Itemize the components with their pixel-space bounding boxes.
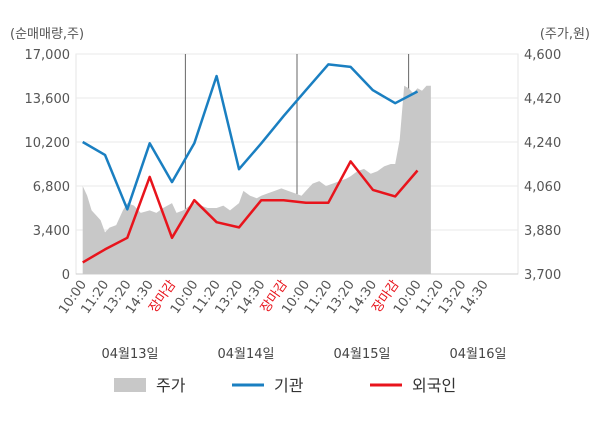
right-axis-unit: (주가,원) [540,27,590,42]
date-label: 04월15일 [333,347,390,362]
left-tick-label: 10,200 [25,136,71,151]
left-tick-label: 0 [62,268,70,283]
series-line-institution [82,63,419,211]
date-label: 04월13일 [101,347,158,362]
date-labels: 04월13일 04월14일 04월15일 04월16일 [101,347,506,362]
left-tick-label: 3,400 [33,224,70,239]
legend-label: 주가 [156,376,186,395]
series-line-foreign [82,160,419,264]
left-tick-label: 13,600 [25,92,71,107]
right-tick-label: 4,420 [524,92,561,107]
series-lines [82,63,419,264]
left-axis-unit: (순매매량,주) [10,27,84,42]
left-axis-ticks: 17,000 13,600 10,200 6,800 3,400 0 [25,48,71,283]
right-tick-label: 4,240 [524,136,561,151]
right-tick-label: 4,060 [524,180,561,195]
right-tick-label: 3,700 [524,268,561,283]
price-area [82,85,431,274]
price-area-path [82,85,431,274]
legend-label: 외국인 [412,376,456,395]
right-tick-label: 4,600 [524,48,561,63]
legend-item[interactable]: 외국인 [370,376,456,395]
left-tick-label: 17,000 [25,48,71,63]
legend-swatch [114,378,146,392]
legend-item[interactable]: 주가 [114,376,186,395]
right-tick-label: 3,880 [524,224,561,239]
left-tick-label: 6,800 [33,180,70,195]
legend-label: 기관 [274,376,304,395]
right-axis-ticks: 4,600 4,420 4,240 4,060 3,880 3,700 [524,48,561,283]
legend[interactable]: 주가 기관 외국인 [114,376,456,395]
date-label: 04월14일 [217,347,274,362]
date-label: 04월16일 [449,347,506,362]
x-axis-ticks: 10:0011:2013:2014:30장마감10:0011:2013:2014… [56,278,492,317]
legend-item[interactable]: 기관 [232,376,304,395]
